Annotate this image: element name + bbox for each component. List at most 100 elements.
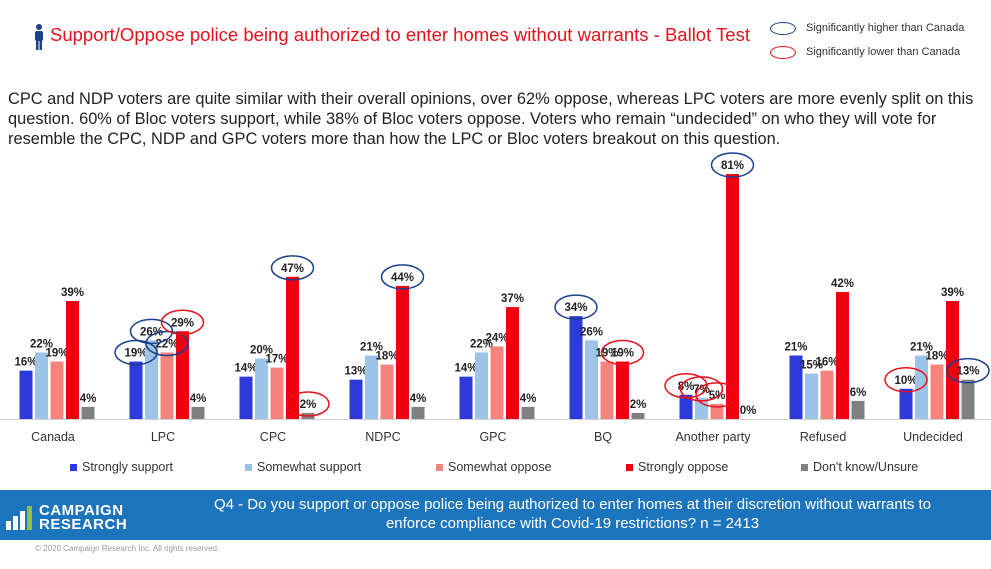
significance-oval-cpc-don-t-know-unsure bbox=[286, 391, 330, 417]
significance-legend: Significantly higher than Canada Signifi… bbox=[770, 16, 985, 64]
blue-oval-icon bbox=[770, 21, 796, 35]
campaign-research-logo: CAMPAIGN RESEARCH bbox=[5, 503, 155, 533]
category-label-cpc: CPC bbox=[260, 430, 286, 444]
significance-oval-cpc-strongly-oppose bbox=[270, 255, 315, 281]
significance-oval-undecided-don-t-know-unsure bbox=[946, 357, 990, 384]
legend-label-somewhat-oppose: Somewhat oppose bbox=[448, 460, 552, 474]
value-label-ndpc-somewhat-support: 21% bbox=[360, 341, 383, 353]
legend-item-don-t-know-unsure: Don't know/Unsure bbox=[801, 460, 918, 474]
value-label-ndpc-strongly-oppose: 44% bbox=[391, 272, 414, 284]
category-label-refused: Refused bbox=[800, 430, 847, 444]
legend-label-somewhat-support: Somewhat support bbox=[257, 460, 362, 474]
bar-canada-strongly-oppose bbox=[66, 301, 79, 419]
significance-oval-another-party-strongly-oppose bbox=[710, 152, 755, 178]
bar-canada-somewhat-support bbox=[35, 352, 48, 419]
bar-refused-don-t-know-unsure bbox=[851, 400, 865, 419]
bar-bq-strongly-oppose bbox=[616, 361, 629, 419]
logo-line-1: CAMPAIGN bbox=[39, 502, 124, 519]
bar-cpc-strongly-oppose bbox=[286, 276, 299, 419]
significance-oval-lpc-strongly-oppose bbox=[160, 309, 205, 336]
value-label-cpc-strongly-oppose: 47% bbox=[281, 263, 304, 275]
legend-swatch-somewhat-support bbox=[245, 463, 252, 471]
value-label-ndpc-don-t-know-unsure: 4% bbox=[410, 393, 427, 405]
category-label-ndpc: NDPC bbox=[365, 430, 400, 444]
value-label-gpc-somewhat-support: 22% bbox=[470, 338, 493, 350]
bar-another-party-strongly-oppose bbox=[726, 174, 739, 419]
category-label-bq: BQ bbox=[594, 430, 612, 444]
bar-refused-somewhat-support bbox=[805, 373, 818, 419]
bar-cpc-somewhat-oppose bbox=[270, 367, 284, 419]
bar-bq-somewhat-support bbox=[585, 340, 598, 419]
significance-oval-bq-strongly-oppose bbox=[600, 339, 645, 366]
value-label-undecided-somewhat-support: 21% bbox=[910, 341, 933, 353]
bar-undecided-strongly-support bbox=[899, 388, 913, 419]
series-legend: Strongly support Somewhat support Somewhat… bbox=[70, 460, 970, 476]
bar-ndpc-strongly-oppose bbox=[396, 285, 409, 419]
legend-label-strongly-support: Strongly support bbox=[82, 460, 174, 474]
value-label-lpc-strongly-support: 19% bbox=[124, 348, 147, 360]
value-label-lpc-don-t-know-unsure: 4% bbox=[190, 393, 207, 405]
value-label-canada-don-t-know-unsure: 4% bbox=[80, 393, 97, 405]
bar-cpc-somewhat-support bbox=[255, 358, 268, 419]
bar-canada-don-t-know-unsure bbox=[81, 406, 95, 419]
value-label-canada-strongly-support: 16% bbox=[14, 357, 37, 369]
question-line-2: enforce compliance with Covid-19 restric… bbox=[385, 515, 760, 532]
bar-lpc-somewhat-support bbox=[145, 340, 158, 419]
summary-text: CPC and NDP voters are quite similar wit… bbox=[8, 90, 974, 148]
bar-ndpc-don-t-know-unsure bbox=[411, 406, 425, 419]
logo-text: CAMPAIGN RESEARCH bbox=[39, 502, 127, 532]
legend-item-strongly-support: Strongly support bbox=[70, 460, 173, 474]
value-label-lpc-strongly-oppose: 29% bbox=[171, 317, 194, 329]
value-label-bq-strongly-support: 34% bbox=[564, 302, 587, 314]
value-label-cpc-strongly-support: 14% bbox=[234, 363, 257, 375]
bar-gpc-somewhat-support bbox=[475, 352, 488, 419]
bar-bq-don-t-know-unsure bbox=[631, 412, 645, 419]
category-label-gpc: GPC bbox=[479, 430, 506, 444]
bar-canada-strongly-support bbox=[19, 370, 33, 419]
bar-another-party-somewhat-support bbox=[695, 397, 708, 419]
significance-oval-another-party-strongly-support bbox=[664, 373, 708, 399]
value-label-bq-don-t-know-unsure: 2% bbox=[630, 399, 647, 411]
legend-item-somewhat-support: Somewhat support bbox=[245, 460, 361, 474]
bar-gpc-strongly-support bbox=[459, 376, 473, 419]
bar-refused-strongly-oppose bbox=[836, 291, 849, 419]
chart-title: Support/Oppose police being authorized t… bbox=[50, 24, 750, 45]
red-oval-icon bbox=[770, 45, 796, 59]
bar-gpc-strongly-oppose bbox=[506, 307, 519, 419]
significance-higher-label: Significantly higher than Canada bbox=[806, 22, 965, 34]
bar-ndpc-somewhat-oppose bbox=[380, 364, 394, 419]
significance-oval-another-party-somewhat-oppose bbox=[695, 382, 739, 408]
legend-swatch-don-t-know-unsure bbox=[801, 463, 808, 471]
bar-undecided-strongly-oppose bbox=[946, 301, 959, 419]
legend-swatch-strongly-oppose bbox=[626, 463, 633, 471]
significance-lower-entry: Significantly lower than Canada bbox=[770, 40, 985, 64]
value-label-cpc-don-t-know-unsure: 2% bbox=[300, 399, 317, 411]
value-label-bq-strongly-oppose: 19% bbox=[611, 348, 634, 360]
legend-swatch-strongly-support bbox=[70, 463, 77, 471]
copyright-text: © 2020 Campaign Research Inc. All rights… bbox=[35, 544, 220, 553]
value-label-gpc-strongly-support: 14% bbox=[454, 363, 477, 375]
bar-lpc-somewhat-oppose bbox=[160, 352, 174, 419]
significance-oval-lpc-strongly-support bbox=[114, 339, 158, 366]
question-line-1: Q4 - Do you support or oppose police bei… bbox=[213, 496, 932, 513]
significance-oval-lpc-somewhat-oppose bbox=[145, 330, 189, 357]
bar-gpc-don-t-know-unsure bbox=[521, 406, 535, 419]
value-label-ndpc-somewhat-oppose: 18% bbox=[375, 351, 398, 363]
value-label-ndpc-strongly-support: 13% bbox=[344, 366, 367, 378]
legend-swatch-somewhat-oppose bbox=[436, 463, 443, 471]
value-label-canada-strongly-oppose: 39% bbox=[61, 287, 84, 299]
value-label-another-party-strongly-oppose: 81% bbox=[721, 160, 744, 172]
bar-ndpc-somewhat-support bbox=[365, 355, 378, 419]
significance-oval-ndpc-strongly-oppose bbox=[380, 264, 425, 290]
value-label-refused-somewhat-support: 15% bbox=[800, 360, 823, 372]
bar-ndpc-strongly-support bbox=[349, 379, 363, 419]
category-label-another-party: Another party bbox=[675, 430, 751, 444]
significance-lower-label: Significantly lower than Canada bbox=[806, 46, 961, 58]
value-label-refused-don-t-know-unsure: 6% bbox=[850, 387, 867, 399]
value-label-cpc-somewhat-oppose: 17% bbox=[265, 354, 288, 366]
value-label-cpc-somewhat-support: 20% bbox=[250, 345, 273, 357]
value-label-refused-strongly-oppose: 42% bbox=[831, 278, 854, 290]
bar-undecided-don-t-know-unsure bbox=[961, 379, 975, 419]
category-label-undecided: Undecided bbox=[903, 430, 963, 444]
value-label-lpc-somewhat-support: 26% bbox=[140, 326, 163, 338]
